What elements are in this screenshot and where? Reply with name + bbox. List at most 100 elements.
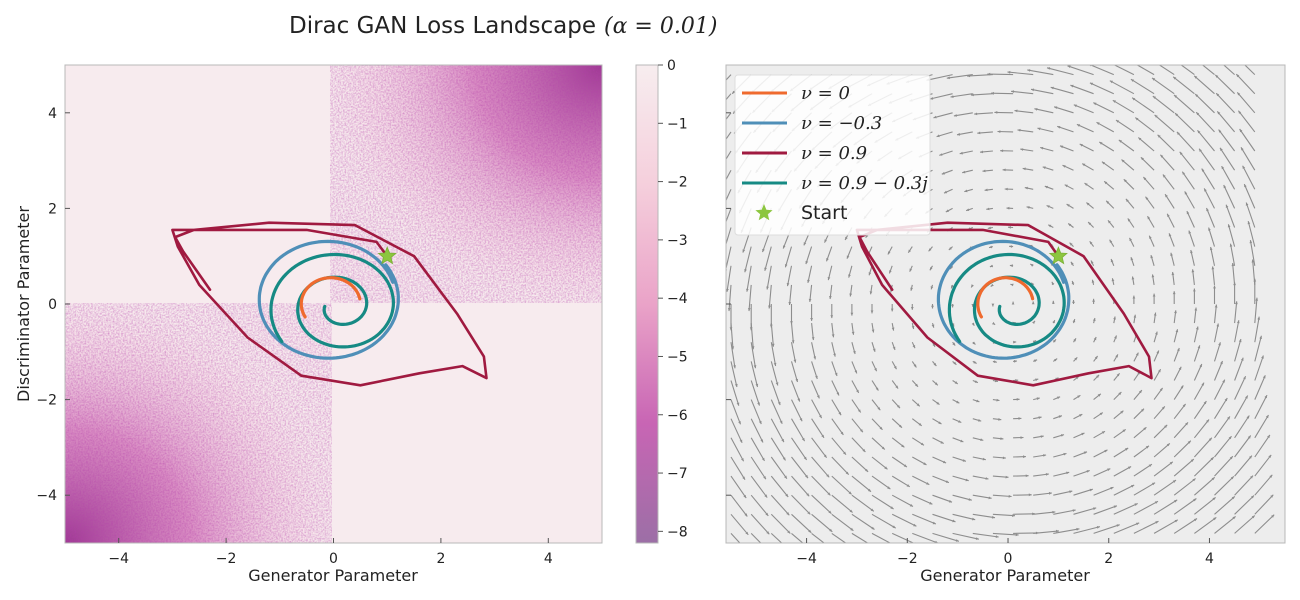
field-arrow-head [1079,144,1083,147]
field-arrow [933,112,953,119]
field-arrow [750,533,762,543]
field-arrow-head [1092,298,1095,302]
field-arrow [1173,498,1197,515]
trajectory-nu-0-9 [171,221,488,387]
field-arrow [1172,76,1195,95]
field-arrow-head [1143,427,1147,431]
field-arrow-head [1096,374,1100,378]
field-arrow-head [1238,339,1242,343]
field-arrow-head [769,324,773,328]
field-arrow [750,342,757,369]
field-arrow-head [1193,58,1196,61]
field-arrow-head [1165,194,1168,198]
field-arrow [1254,394,1268,419]
field-arrow [1227,224,1236,247]
field-arrow [871,437,886,450]
colorbar-tick-label: −7 [667,466,688,482]
field-arrow-head [1158,369,1161,373]
field-arrow [764,246,772,271]
field-arrow [1194,456,1215,477]
field-arrow [831,532,847,543]
field-arrow-head [938,421,942,424]
field-arrow-head [1206,419,1209,423]
field-arrow-head [946,76,950,80]
field-arrow-head [992,321,996,325]
field-arrow-head [810,318,813,321]
field-arrow-head [1110,259,1114,263]
field-arrow-head [764,494,768,498]
field-arrow-head [1072,319,1076,323]
field-arrow-head [760,439,763,443]
field-arrow [750,437,765,462]
field-arrow [1033,511,1056,515]
field-arrow [1034,108,1054,114]
field-arrow [932,532,960,542]
field-arrow-head [1195,94,1199,97]
colorbar-tick-label: −4 [667,291,688,307]
field-arrow-head [1187,440,1191,444]
field-arrow [1158,65,1175,76]
field-arrow [1070,84,1094,95]
field-arrow-head [1094,356,1098,360]
field-arrow-head [1201,168,1205,172]
field-arrow [1254,434,1271,458]
field-arrow [1176,131,1195,152]
field-arrow-head [1151,482,1156,486]
field-arrow [726,265,732,292]
field-arrow-head [1022,167,1026,171]
field-arrow-head [808,298,812,302]
field-arrow-head [829,296,832,299]
field-arrow-head [871,329,875,333]
field-arrow-head [1051,281,1055,285]
field-arrow-head [721,230,724,233]
field-arrow-head [889,270,892,274]
field-arrow [770,513,791,534]
field-arrow-head [1179,151,1183,155]
trajectory-nu-neg-0-3 [257,239,400,360]
field-arrow-head [1235,56,1238,59]
field-arrow [912,475,930,486]
field-arrow-head [953,361,957,365]
field-arrow-head [1125,198,1129,202]
field-arrow-head [910,307,914,310]
field-arrow-head [1249,240,1253,244]
field-arrow-head [854,370,857,374]
field-arrow [1181,171,1195,190]
field-arrow-head [1023,455,1026,459]
x-tick-label: 2 [1104,551,1113,567]
field-arrow [1113,65,1135,76]
field-arrow-head [1007,70,1011,74]
field-arrow-head [1270,494,1274,498]
field-arrow [929,93,953,100]
field-arrow-head [758,420,762,425]
field-arrow [992,494,1012,498]
field-arrow-head [1268,454,1272,458]
field-arrow-head [788,549,791,552]
field-arrow-head [1018,417,1022,420]
field-arrow [811,456,830,478]
field-arrow-head [729,327,733,331]
field-arrow-head [964,189,968,193]
field-arrow-head [870,508,874,512]
field-arrow [1254,474,1273,496]
field-arrow-head [916,403,920,407]
colorbar-tick-label: −5 [667,349,688,365]
field-arrow-head [716,151,719,154]
field-arrow-head [1107,468,1111,471]
x-tick-label: −2 [216,551,237,567]
field-arrow [1234,395,1249,419]
field-arrow-head [1216,323,1220,327]
chart-title: Dirac GAN Loss Landscape [289,13,596,39]
field-arrow [992,513,1016,517]
legend-label-4: Start [801,202,847,224]
field-arrow-head [821,434,824,438]
field-arrow-head [934,382,938,386]
field-arrow-head [824,239,827,243]
field-arrow-head [1013,340,1017,344]
field-arrow-head [1038,416,1042,419]
field-arrow-head [951,285,954,289]
field-arrow-head [1180,385,1184,389]
field-arrow-head [1068,223,1072,227]
field-arrow [791,418,806,442]
field-arrow-head [945,209,949,212]
